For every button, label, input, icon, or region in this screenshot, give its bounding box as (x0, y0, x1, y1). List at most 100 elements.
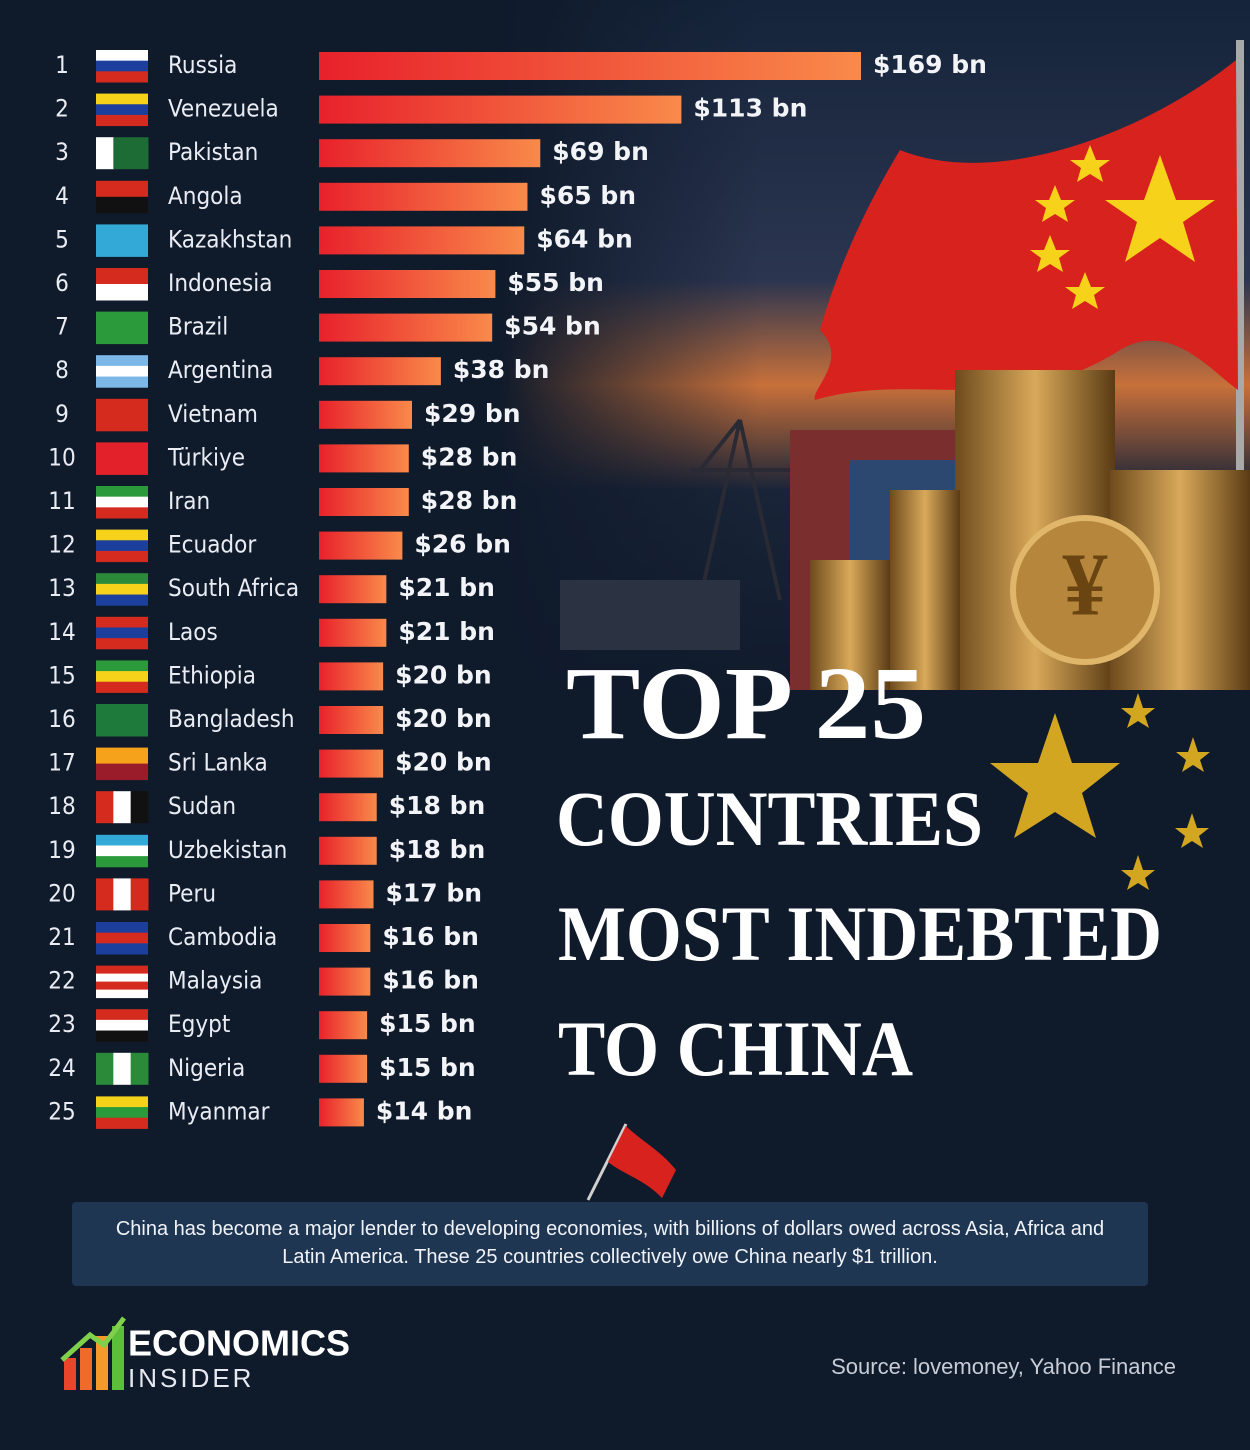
flag-stripe (96, 1030, 148, 1042)
flag-stripe (113, 137, 132, 170)
bar (319, 967, 371, 996)
bar (319, 182, 528, 211)
country-flag (96, 878, 149, 911)
flag-stripe (130, 1052, 149, 1085)
rank: 13 (48, 574, 75, 602)
flag-stripe (96, 922, 148, 934)
bar (319, 270, 496, 298)
bar (319, 95, 682, 124)
bar (319, 575, 387, 604)
flag-stripe (96, 550, 148, 563)
logo-line1: ECONOMICS (128, 1323, 350, 1364)
logo-icon (60, 1316, 127, 1390)
rank: 15 (48, 661, 75, 689)
flag-stripe (96, 268, 148, 285)
country-flag (96, 529, 148, 563)
country-flag (96, 50, 148, 83)
flag-stripe (96, 284, 148, 301)
bar (319, 749, 384, 778)
small-flag (586, 1123, 676, 1201)
rank: 19 (48, 836, 75, 864)
flag-stripe (96, 1096, 148, 1108)
flag-stripe (96, 355, 148, 367)
source: Source: lovemoney, Yahoo Finance (831, 1354, 1176, 1379)
value-label: $20 bn (395, 704, 492, 733)
value-label: $20 bn (395, 748, 492, 777)
category-label: Nigeria (168, 1054, 245, 1082)
value-label: $28 bn (421, 442, 518, 471)
flag-stripe (96, 180, 148, 198)
bar (319, 1011, 368, 1040)
rank: 25 (48, 1097, 75, 1125)
rank: 12 (48, 531, 75, 559)
bar (319, 531, 403, 560)
flag-stripe (96, 747, 148, 765)
rank: 16 (48, 705, 75, 733)
rank: 7 (55, 313, 69, 341)
flag-stripe (96, 1107, 148, 1119)
svg-text:¥: ¥ (1063, 536, 1108, 635)
bar (319, 226, 525, 255)
value-label: $18 bn (389, 791, 486, 820)
flag-stripe (96, 845, 148, 857)
category-label: Angola (168, 182, 243, 210)
value-label: $20 bn (395, 660, 492, 689)
flag-stripe (96, 616, 148, 628)
flag-stripe (96, 704, 148, 737)
flag-stripe (96, 989, 148, 999)
flag-stripe (96, 442, 148, 475)
flag-stripe (96, 1052, 114, 1085)
category-label: Cambodia (168, 923, 277, 951)
chart-title: COUNTRIES (556, 775, 983, 862)
flag-stripe (96, 71, 148, 83)
country-flag (96, 573, 148, 606)
category-label: Sudan (168, 792, 236, 820)
category-label: Peru (168, 879, 216, 907)
rank: 4 (55, 182, 69, 210)
rank: 14 (48, 618, 75, 646)
flag-stripe (96, 660, 148, 672)
country-flag (96, 1009, 148, 1042)
category-label: Indonesia (168, 269, 272, 297)
bar (319, 706, 384, 734)
flag-stripe (96, 60, 148, 72)
rank: 23 (48, 1010, 75, 1038)
category-label: Laos (168, 618, 218, 646)
bar (319, 400, 413, 429)
bar (319, 836, 377, 865)
flag-stripe (96, 594, 148, 606)
category-label: Iran (168, 487, 210, 515)
value-label: $38 bn (453, 355, 550, 384)
flag-stripe (130, 878, 149, 911)
country-flag (96, 791, 149, 824)
value-label: $54 bn (504, 312, 601, 341)
country-flag (96, 922, 148, 955)
rank: 24 (48, 1054, 75, 1082)
value-label: $55 bn (507, 268, 604, 297)
flag-stripe (96, 627, 148, 639)
country-flag (96, 660, 148, 693)
bar (319, 924, 371, 952)
value-label: $69 bn (552, 137, 649, 166)
flag-stripe (96, 114, 148, 127)
category-label: Venezuela (168, 95, 279, 123)
chart-title: MOST INDEBTED (558, 890, 1162, 977)
flag-stripe (96, 507, 148, 519)
rank: 11 (48, 487, 75, 515)
flag-stripe (96, 104, 148, 116)
value-label: $16 bn (382, 922, 479, 951)
flag-stripe (96, 196, 148, 214)
flag-stripe (96, 529, 148, 541)
country-flag (96, 834, 148, 868)
value-label: $18 bn (389, 835, 486, 864)
category-label: Russia (168, 51, 237, 79)
rank: 1 (55, 51, 69, 79)
category-label: Kazakhstan (168, 225, 292, 253)
country-flag (96, 311, 148, 345)
flag-stripe (96, 50, 148, 62)
value-label: $64 bn (536, 224, 633, 253)
category-label: Egypt (168, 1010, 230, 1038)
country-flag (96, 398, 148, 432)
rank: 9 (55, 400, 69, 428)
bar (319, 444, 409, 473)
